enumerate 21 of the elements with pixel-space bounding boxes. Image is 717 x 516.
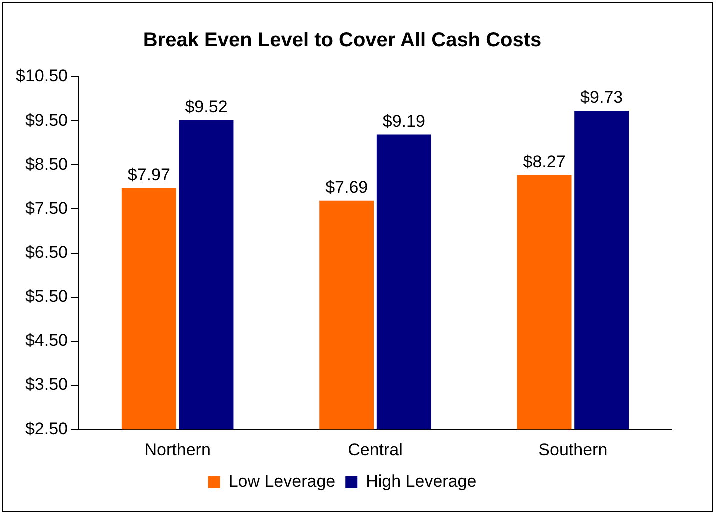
x-tick-label: Southern (538, 440, 608, 460)
y-tick-label: $7.50 (25, 198, 68, 218)
y-tick-label: $2.50 (25, 419, 68, 438)
data-label: $9.52 (185, 97, 228, 116)
y-tick-label: $3.50 (25, 375, 68, 394)
x-tick-label: Northern (144, 440, 211, 460)
y-tick-label: $6.50 (25, 242, 68, 262)
data-label: $9.19 (382, 112, 426, 131)
data-label: $7.97 (128, 166, 170, 185)
data-label: $8.27 (523, 152, 566, 172)
y-tick-label: $8.50 (25, 154, 68, 174)
chart-title: Break Even Level to Cover All Cash Costs (143, 30, 542, 52)
y-tick-label: $10.50 (16, 66, 68, 86)
legend-label: High Leverage (366, 472, 477, 492)
y-tick-label: $9.50 (25, 110, 68, 130)
legend-label: Low Leverage (228, 472, 336, 492)
y-tick-label: $4.50 (25, 331, 68, 350)
y-tick-label: $5.50 (25, 287, 68, 306)
data-label: $9.73 (580, 88, 624, 108)
x-tick-label: Central (348, 440, 403, 460)
data-label: $7.69 (326, 178, 368, 198)
